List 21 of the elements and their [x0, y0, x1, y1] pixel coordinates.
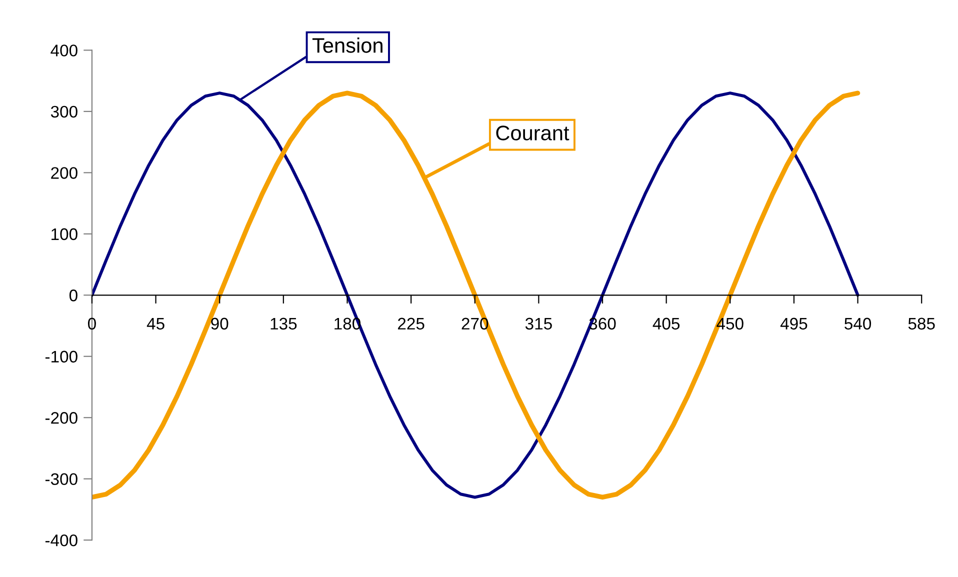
y-tick-label: 0 [69, 290, 78, 302]
y-tick-label: -300 [45, 473, 78, 486]
x-tick-label: 315 [525, 318, 552, 330]
x-tick-label: 90 [211, 318, 228, 330]
x-tick-label: 225 [398, 318, 424, 330]
y-tick-label: 400 [50, 44, 78, 56]
y-tick-label: 100 [52, 228, 78, 240]
x-tick-label: 45 [146, 318, 164, 330]
y-tick-label: -200 [45, 412, 78, 424]
y-tick-label: 300 [50, 106, 78, 118]
text: Courant [496, 126, 570, 140]
x-tick-label: 495 [780, 318, 808, 330]
y-tick-label: 200 [51, 167, 78, 179]
x-tick-label: 540 [844, 318, 872, 330]
y-tick-label: -400 [45, 534, 78, 546]
x-tick-label: 405 [652, 318, 680, 330]
x-tick-label: 135 [270, 318, 297, 330]
x-tick-label: 585 [908, 318, 935, 330]
text: Tension [312, 38, 382, 53]
y-tick-label: -100 [45, 350, 78, 363]
x-tick-label: 0 [88, 318, 96, 330]
